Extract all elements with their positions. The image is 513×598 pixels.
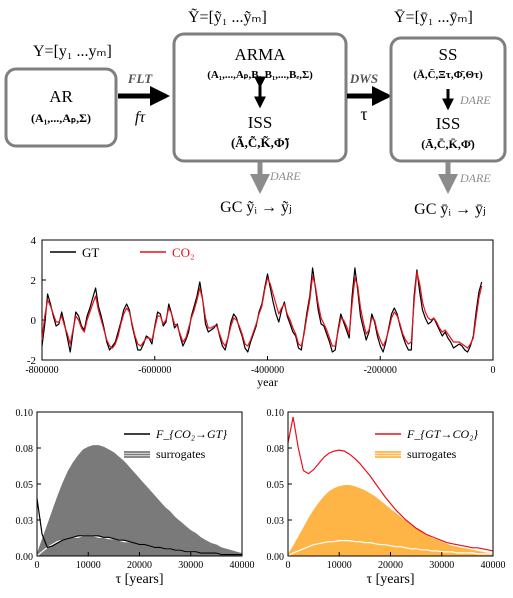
plot-frame: [41, 239, 494, 361]
iss-mid-params: (Ã,C̃,K̃,Φ̃): [231, 135, 290, 150]
surrogate-band: [288, 485, 493, 556]
x-tick-label: 10000: [327, 560, 352, 571]
co2-to-gt-chart: 0.00 0.03 0.05 0.08 0.10 0 10000 20000 30000 4000…: [16, 408, 255, 587]
x-tick-label: 30000: [178, 560, 203, 571]
y-tick-label: 0.10: [16, 408, 34, 419]
y-tick-label: 2: [31, 275, 37, 287]
y-tick-label: 0.00: [16, 552, 34, 563]
ss-box-params: (Ā,C̄,Ξτ,Φ̄,Θτ): [413, 69, 483, 81]
x-tick-label: 0: [491, 365, 496, 376]
mid-dare-label: DARE: [269, 169, 301, 183]
y-tick-label: 0: [31, 315, 37, 327]
flt-arrow-sub: fτ: [135, 109, 146, 126]
dws-arrow-label: DWS: [349, 71, 378, 86]
ar-box: [4, 67, 118, 148]
y-tick-label: 0.00: [267, 552, 285, 563]
y-tick-label: 0.08: [16, 444, 34, 455]
x-tick-label: -400000: [251, 365, 284, 376]
y-tick-label: 0.05: [16, 480, 34, 491]
y-tick-label: 0.05: [267, 480, 285, 491]
x-tick-label: 40000: [230, 560, 255, 571]
series-line-co2: [41, 271, 483, 349]
dws-arrow-sub: τ: [360, 104, 367, 124]
right-series-label: Ȳ=[ȳ₁ ...ȳₘ]: [394, 9, 473, 26]
mid-gc-text: GC ỹᵢ → ỹⱼ: [220, 199, 292, 216]
ss-box-title: SS: [439, 45, 458, 64]
x-tick-label: 10000: [76, 560, 101, 571]
iss-mid-title: ISS: [248, 113, 273, 132]
x-tick-label: -200000: [364, 365, 397, 376]
x-tick-label: 20000: [378, 560, 403, 571]
input-series-label: Y=[y₁ ...yₘ]: [33, 43, 112, 60]
arma-box-title: ARMA: [234, 45, 286, 64]
x-axis-label: τ [years]: [367, 572, 415, 587]
ss-dare-label: DARE: [459, 93, 491, 107]
legend-label: CO₂: [172, 245, 195, 260]
legend-label: surrogates: [407, 447, 457, 461]
ss-iss-box: [389, 36, 507, 163]
gt-to-co2-chart: 0.00 0.03 0.05 0.08 0.10 0 10000 20000 30000 4000…: [267, 408, 506, 587]
right-gc-text: GC ȳᵢ → ȳⱼ: [414, 201, 486, 218]
x-tick-label: 30000: [429, 560, 454, 571]
x-tick-label: -800000: [25, 365, 58, 376]
y-tick-label: 0.03: [267, 516, 285, 527]
y-tick-label: 4: [31, 235, 37, 247]
y-tick-label: 0.08: [267, 444, 285, 455]
x-axis-label: τ [years]: [116, 572, 164, 587]
iss-right-title: ISS: [436, 114, 461, 133]
arma-box-params: (A₁,...,Aₚ,B₀,B₁,...,Bₑ,Σ): [207, 69, 313, 81]
x-tick-label: -600000: [138, 365, 171, 376]
x-tick-label: 0: [35, 560, 40, 571]
x-tick-label: 40000: [481, 560, 506, 571]
pipeline-diagram: Y=[y₁ ...yₘ] AR (A₁,...,Aₚ,Σ) FLT fτ Ỹ=[…: [4, 8, 507, 218]
causality-line: [36, 498, 242, 556]
ar-box-params: (A₁,...,Aₚ,Σ): [31, 111, 91, 125]
x-tick-label: 20000: [127, 560, 152, 571]
legend-label: F_{CO₂→GT}: [155, 427, 227, 441]
surrogate-median-line: [287, 540, 493, 557]
surrogate-band: [37, 445, 242, 556]
ar-box-title: AR: [49, 87, 73, 106]
right-dare-label: DARE: [459, 171, 491, 185]
x-axis-label: year: [257, 375, 278, 389]
causality-line: [287, 416, 494, 552]
arma-iss-box: [172, 32, 348, 163]
x-tick-label: 0: [286, 560, 291, 571]
mid-series-label: Ỹ=[ỹ₁ ...ỹₘ]: [188, 8, 267, 26]
y-tick-label: -2: [27, 355, 36, 367]
legend-label: F_{GT→CO₂}: [406, 427, 478, 441]
y-tick-label: 0.10: [267, 408, 285, 419]
legend-label: surrogates: [156, 447, 206, 461]
y-tick-label: 0.03: [16, 516, 34, 527]
time-series-chart: -2 0 2 4 -800000 -600000 -400000 -200000 0 year GT…: [25, 235, 495, 389]
flt-arrow-label: FLT: [127, 71, 153, 86]
iss-right-params: (Ā,C̄,K̄,Φ̄): [421, 137, 475, 151]
legend-label: GT: [82, 245, 99, 260]
